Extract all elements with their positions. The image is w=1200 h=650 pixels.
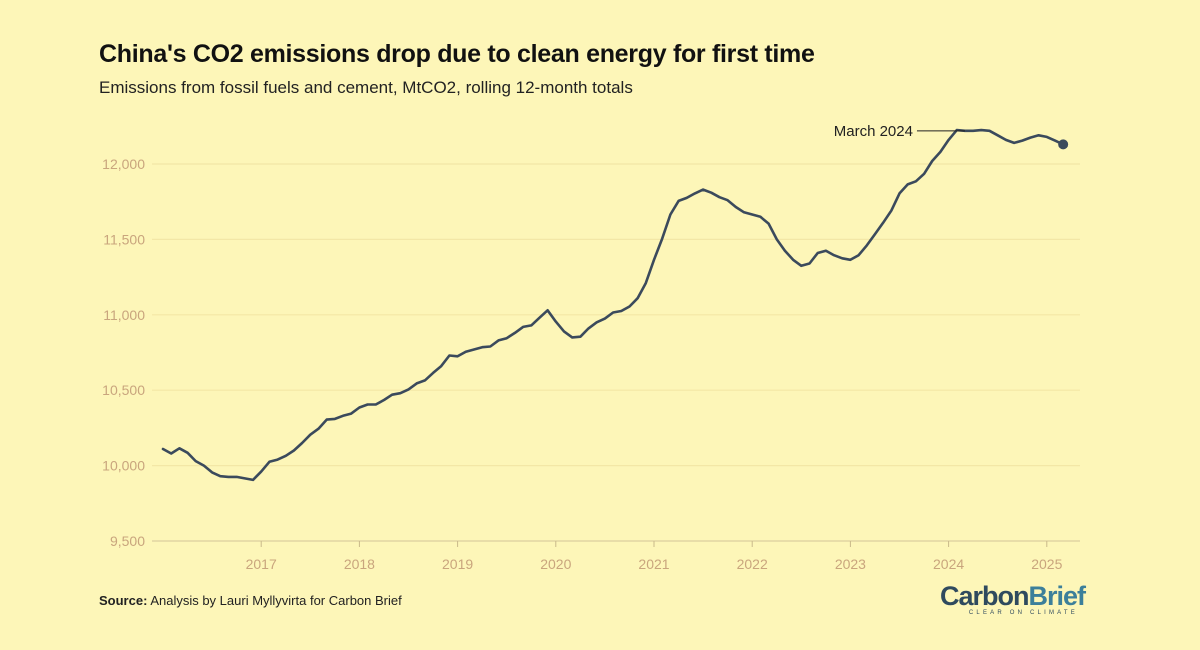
chart-subtitle: Emissions from fossil fuels and cement, … xyxy=(99,78,633,97)
x-tick-label: 2025 xyxy=(1031,556,1062,572)
emissions-series-line xyxy=(161,128,1065,482)
source-note: Source: Analysis by Lauri Myllyvirta for… xyxy=(99,593,402,608)
y-tick-label: 12,000 xyxy=(102,156,145,172)
x-tick-label: 2024 xyxy=(933,556,964,572)
carbon-brief-logo: CarbonBrief CLEAR ON CLIMATE xyxy=(940,581,1086,622)
source-text: Analysis by Lauri Myllyvirta for Carbon … xyxy=(150,593,402,608)
logo-wordmark: CarbonBrief xyxy=(940,581,1086,611)
chart-title: China's CO2 emissions drop due to clean … xyxy=(99,40,815,68)
y-tick-label: 9,500 xyxy=(110,533,145,549)
gridlines xyxy=(152,163,1080,542)
source-label: Source: xyxy=(99,593,148,608)
x-tick-label: 2021 xyxy=(638,556,669,572)
y-tick-label: 11,500 xyxy=(103,231,145,247)
annotation-label: March 2024 xyxy=(834,123,913,140)
x-tick-label: 2020 xyxy=(540,556,571,572)
logo-brief: Brief xyxy=(1028,581,1087,611)
y-axis-ticks: 9,500 10,000 10,500 11,000 11,500 12,000 xyxy=(102,156,145,549)
x-tick-label: 2018 xyxy=(344,556,375,572)
x-tick-label: 2022 xyxy=(737,556,768,572)
logo-carbon: Carbon xyxy=(940,581,1029,611)
latest-value-marker xyxy=(1058,139,1069,150)
y-tick-label: 10,000 xyxy=(102,458,145,474)
y-tick-label: 11,000 xyxy=(103,307,145,323)
x-axis-ticks: 2017 2018 2019 2020 2021 2022 2023 2024 2025 xyxy=(246,541,1063,572)
x-tick-label: 2019 xyxy=(442,556,473,572)
y-tick-label: 10,500 xyxy=(102,382,145,398)
x-tick-label: 2023 xyxy=(835,556,866,572)
logo-tagline: CLEAR ON CLIMATE xyxy=(968,610,1078,616)
x-tick-label: 2017 xyxy=(246,556,277,572)
